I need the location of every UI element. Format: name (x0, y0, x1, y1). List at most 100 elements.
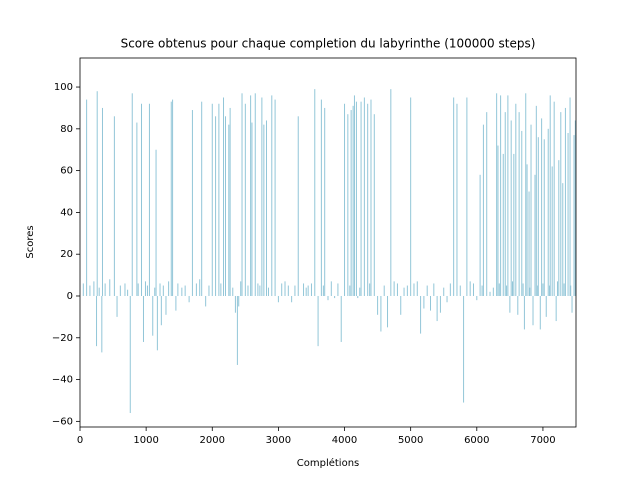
bar (357, 295, 359, 299)
bar (89, 285, 91, 296)
bar (124, 283, 126, 296)
bar (148, 103, 150, 296)
bar (175, 295, 177, 311)
bar (476, 295, 478, 301)
bar (330, 281, 332, 296)
bar (238, 295, 240, 307)
bar (352, 105, 354, 296)
bar (119, 285, 121, 296)
bar (195, 283, 197, 296)
bar (109, 279, 111, 296)
bar (496, 93, 498, 296)
bar (512, 281, 514, 296)
bar (413, 283, 415, 296)
bar (261, 97, 263, 296)
bar (406, 285, 408, 296)
bar (359, 287, 361, 296)
bar (537, 285, 539, 296)
bar (232, 287, 234, 296)
x-tick-label: 3000 (266, 435, 291, 446)
bar (558, 160, 560, 296)
bar (350, 110, 352, 296)
bar (220, 283, 222, 296)
bar (215, 116, 217, 296)
bar (337, 283, 339, 296)
bar (523, 295, 525, 330)
bar (564, 107, 566, 296)
bar (504, 112, 506, 296)
bar (486, 112, 488, 296)
bar (177, 283, 179, 296)
bar (274, 99, 276, 296)
bar (526, 164, 528, 296)
bar (489, 291, 491, 296)
bar (208, 285, 210, 296)
bar (521, 130, 523, 296)
bar (528, 191, 530, 296)
bar (257, 283, 259, 296)
bar (324, 107, 326, 296)
bar (297, 116, 299, 296)
bar (344, 103, 346, 296)
bar (259, 285, 261, 296)
bar (144, 281, 146, 296)
bar (497, 145, 499, 296)
bar (265, 120, 267, 296)
bar (267, 287, 269, 296)
bar (522, 283, 524, 296)
bar (525, 93, 527, 296)
bar (543, 139, 545, 296)
bar (541, 118, 543, 296)
bar (191, 110, 193, 296)
bar (355, 101, 357, 296)
bar (506, 285, 508, 296)
bar (137, 283, 139, 296)
bar (573, 135, 575, 296)
y-tick-label: 0 (67, 291, 73, 302)
bar (314, 89, 316, 296)
x-tick-label: 2000 (200, 435, 225, 446)
bar (228, 124, 230, 296)
x-tick-label: 6000 (464, 435, 489, 446)
bar (574, 120, 576, 296)
bar (433, 283, 435, 296)
bar (96, 295, 98, 347)
bar (281, 283, 283, 296)
bar (463, 295, 465, 403)
y-tick-label: 20 (60, 249, 73, 260)
bar (556, 281, 558, 296)
bar (403, 287, 405, 296)
bar (127, 289, 129, 296)
y-tick-label: 60 (60, 166, 73, 177)
bar (303, 283, 305, 296)
bar (199, 279, 201, 296)
bar (456, 103, 458, 296)
bar (254, 93, 256, 296)
bar (560, 112, 562, 296)
bar (553, 101, 555, 296)
bar (423, 295, 425, 309)
bar (551, 166, 553, 296)
bar (160, 295, 162, 326)
x-tick-label: 1000 (133, 435, 158, 446)
bar (155, 149, 157, 296)
bar (154, 287, 156, 296)
bar (416, 281, 418, 296)
bar (502, 153, 504, 296)
bar (236, 295, 238, 365)
y-tick-label: −40 (52, 375, 73, 386)
bar (453, 97, 455, 296)
x-tick-label: 4000 (332, 435, 357, 446)
x-tick-label: 5000 (398, 435, 423, 446)
bar (390, 89, 392, 296)
bar (188, 295, 190, 303)
bar (542, 283, 544, 296)
bar (334, 295, 336, 299)
y-tick-label: 100 (54, 82, 73, 93)
y-tick-label: 40 (60, 207, 73, 218)
bar (287, 285, 289, 296)
bar (96, 91, 98, 296)
bar (400, 295, 402, 315)
bar (93, 281, 95, 296)
bar (205, 295, 207, 307)
